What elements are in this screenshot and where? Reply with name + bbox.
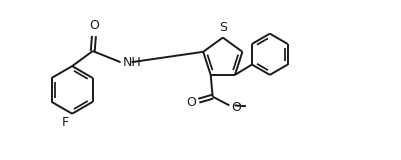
Text: F: F: [62, 116, 69, 129]
Text: S: S: [218, 21, 226, 34]
Text: NH: NH: [122, 56, 141, 69]
Text: O: O: [231, 101, 241, 114]
Text: O: O: [186, 96, 196, 109]
Text: O: O: [89, 19, 99, 32]
